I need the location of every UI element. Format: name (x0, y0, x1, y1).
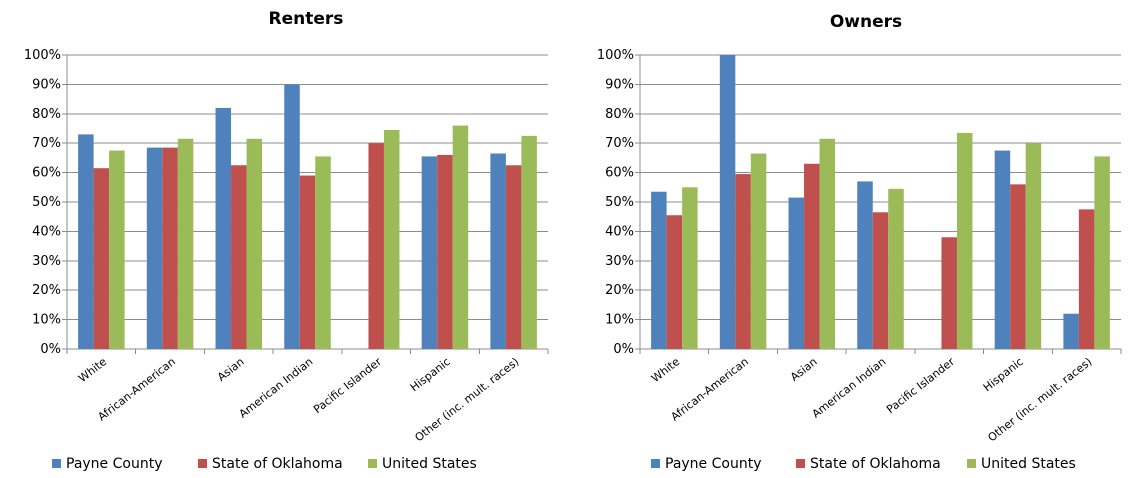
bar-state-of-oklahoma-hispanic (1010, 184, 1026, 349)
x-tick-label: White (649, 355, 682, 385)
x-tick-label: Pacific Islander (311, 355, 384, 416)
owners-chart: Owners 0% 10% 20% 30% 40% 50% 60% 70% 80% 90% 100% W… (573, 0, 1146, 478)
legend-swatch-state-of-oklahoma (198, 459, 207, 468)
chart-title: Renters (269, 9, 344, 29)
y-tick-label: 80% (605, 107, 634, 122)
bar-united-states-other-inc-mult-races (1094, 156, 1110, 349)
bar-state-of-oklahoma-american-indian (872, 212, 889, 349)
bar-payne-county-asian (215, 107, 232, 349)
bar-state-of-oklahoma-pacific-islander (941, 237, 957, 349)
bar-united-states-hispanic (452, 125, 469, 349)
y-tick-label: 50% (32, 195, 61, 210)
y-tick-label: 60% (605, 166, 634, 181)
bar-payne-county-african-american (146, 147, 163, 349)
bar-state-of-oklahoma-asian (231, 165, 247, 349)
y-tick-label: 60% (32, 166, 61, 181)
bar-united-states-asian (246, 138, 263, 349)
bar-united-states-white (682, 187, 698, 349)
y-tick-label: 100% (24, 48, 61, 63)
bar-state-of-oklahoma-african-american (735, 174, 751, 349)
bar-state-of-oklahoma-other-inc-mult-races (1078, 209, 1095, 349)
bar-payne-county-white (651, 191, 667, 349)
y-tick-label: 70% (32, 136, 61, 151)
x-tick-label: Hispanic (981, 355, 1026, 394)
bar-united-states-american-indian (888, 188, 904, 349)
y-tick-label: 50% (605, 195, 634, 210)
legend-label-payne-county: Payne County (665, 456, 761, 472)
y-tick-label: 10% (32, 313, 61, 328)
bar-state-of-oklahoma-white (666, 215, 683, 349)
bar-payne-county-white (78, 134, 94, 349)
bar-payne-county-african-american (719, 55, 736, 349)
y-tick-label: 80% (32, 107, 61, 122)
y-tick-label: 90% (32, 77, 61, 92)
bar-state-of-oklahoma-african-american (162, 147, 178, 349)
bar-payne-county-other-inc-mult-races (1063, 313, 1079, 349)
bar-state-of-oklahoma-other-inc-mult-races (505, 165, 522, 349)
bar-payne-county-asian (788, 197, 805, 349)
legend-swatch-payne-county (52, 459, 61, 468)
legend-label-payne-county: Payne County (66, 456, 162, 472)
chart-title: Owners (830, 12, 902, 32)
y-tick-label: 0% (613, 342, 634, 357)
bar-state-of-oklahoma-white (93, 168, 110, 349)
y-tick-label: 20% (605, 283, 634, 298)
bar-united-states-african-american (750, 153, 767, 349)
y-tick-label: 30% (32, 254, 61, 269)
y-tick-label: 20% (32, 283, 61, 298)
bar-united-states-asian (819, 138, 836, 349)
bar-payne-county-american-indian (857, 181, 873, 349)
bar-payne-county-hispanic (994, 150, 1011, 349)
bar-united-states-other-inc-mult-races (521, 135, 537, 349)
bar-united-states-african-american (177, 138, 194, 349)
bar-united-states-pacific-islander (956, 132, 973, 349)
bar-united-states-american-indian (315, 156, 331, 349)
bar-state-of-oklahoma-american-indian (299, 175, 316, 349)
legend-label-state-of-oklahoma: State of Oklahoma (810, 456, 941, 472)
bar-united-states-hispanic (1025, 143, 1042, 349)
bar-state-of-oklahoma-hispanic (437, 154, 453, 349)
x-tick-label: American Indian (237, 355, 316, 421)
renters-chart: Renters 0% 10% 20% 30% 40% 50% 60% 70% 80% 90% 100%… (24, 9, 549, 472)
bar-payne-county-other-inc-mult-races (490, 153, 506, 349)
y-tick-label: 90% (605, 77, 634, 92)
bar-state-of-oklahoma-pacific-islander (368, 143, 384, 349)
x-tick-label: American Indian (810, 355, 889, 421)
y-tick-label: 10% (605, 313, 634, 328)
y-tick-label: 0% (40, 342, 61, 357)
x-tick-label: Hispanic (408, 355, 453, 394)
y-tick-label: 40% (605, 224, 634, 239)
renters-chart-svg: Renters 0% 10% 20% 30% 40% 50% 60% 70% 80% 90% 100%… (24, 9, 549, 472)
x-tick-label: Pacific Islander (884, 355, 957, 416)
x-tick-label: White (76, 355, 109, 385)
x-tick-label: Asian (788, 355, 820, 384)
bar-state-of-oklahoma-asian (804, 163, 820, 349)
legend-swatch-state-of-oklahoma (796, 459, 805, 468)
legend-label-united-states: United States (382, 456, 477, 472)
y-tick-label: 100% (597, 48, 634, 63)
legend-swatch-united-states (967, 459, 976, 468)
bar-united-states-pacific-islander (383, 129, 400, 349)
x-tick-label: Asian (215, 355, 247, 384)
bar-united-states-white (109, 150, 125, 349)
owners-chart-svg: Owners 0% 10% 20% 30% 40% 50% 60% 70% 80% 90% 100% W… (597, 12, 1122, 472)
legend-label-united-states: United States (981, 456, 1076, 472)
bar-payne-county-hispanic (421, 156, 438, 349)
legend-label-state-of-oklahoma: State of Oklahoma (212, 456, 343, 472)
legend-swatch-united-states (368, 459, 377, 468)
legend-swatch-payne-county (651, 459, 660, 468)
y-tick-label: 40% (32, 224, 61, 239)
y-tick-label: 30% (605, 254, 634, 269)
bar-payne-county-american-indian (284, 84, 300, 350)
y-tick-label: 70% (605, 136, 634, 151)
